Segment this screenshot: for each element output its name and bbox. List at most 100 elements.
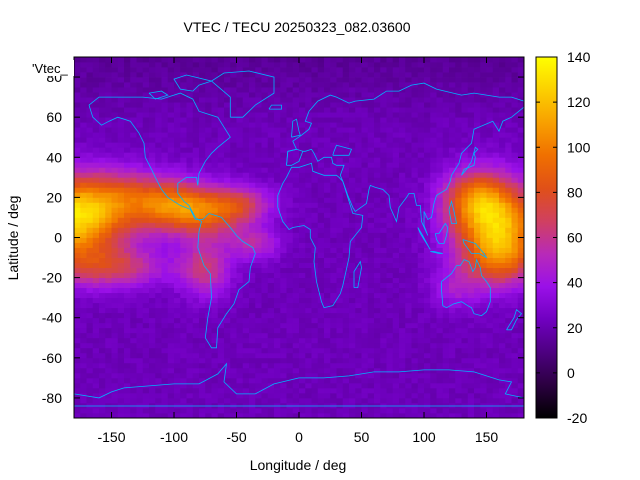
heatmap-cell [399, 92, 406, 98]
heatmap-cell [261, 152, 269, 158]
heatmap-cell [292, 157, 300, 163]
heatmap-cell [167, 62, 175, 68]
heatmap-cell [380, 282, 387, 289]
heatmap-cell [199, 192, 206, 198]
heatmap-cell [405, 67, 412, 73]
heatmap-cell [155, 262, 162, 268]
heatmap-cell [361, 187, 369, 193]
heatmap-cell [280, 282, 287, 289]
heatmap-cell [417, 107, 425, 113]
heatmap-cell [105, 62, 112, 68]
heatmap-cell [324, 202, 331, 208]
heatmap-cell [374, 392, 381, 399]
heatmap-cell [180, 297, 187, 304]
heatmap-cell [261, 352, 269, 359]
heatmap-cell [155, 107, 162, 113]
heatmap-cell [461, 277, 469, 284]
heatmap-cell [142, 147, 150, 153]
heatmap-cell [324, 277, 331, 284]
heatmap-cell [136, 72, 144, 78]
heatmap-cell [455, 247, 462, 253]
heatmap-cell [455, 277, 462, 284]
heatmap-cell [230, 302, 237, 309]
heatmap-cell [292, 227, 300, 233]
heatmap-cell [155, 412, 162, 419]
heatmap-cell [117, 242, 125, 248]
heatmap-cell [449, 407, 456, 414]
heatmap-cell [324, 327, 331, 334]
heatmap-cell [305, 312, 312, 319]
heatmap-cell [424, 167, 431, 173]
heatmap-cell [399, 142, 406, 148]
heatmap-cell [261, 182, 269, 188]
heatmap-cell [311, 82, 319, 88]
heatmap-cell [186, 347, 194, 354]
heatmap-cell [492, 132, 500, 138]
heatmap-cell [161, 267, 169, 273]
heatmap-cell [105, 147, 112, 153]
heatmap-cell [436, 77, 444, 83]
heatmap-cell [330, 257, 337, 263]
heatmap-cell [386, 247, 394, 253]
heatmap-cell [224, 117, 231, 123]
heatmap-cell [367, 247, 375, 253]
heatmap-cell [136, 267, 144, 273]
heatmap-cell [486, 127, 494, 133]
heatmap-cell [380, 122, 387, 128]
heatmap-cell [324, 212, 331, 218]
heatmap-cell [117, 212, 125, 218]
heatmap-cell [161, 332, 169, 339]
heatmap-cell [261, 117, 269, 123]
heatmap-cell [311, 157, 319, 163]
heatmap-cell [149, 302, 156, 309]
heatmap-cell [230, 67, 237, 73]
heatmap-cell [105, 412, 112, 419]
heatmap-cell [317, 392, 325, 399]
heatmap-cell [386, 57, 394, 63]
heatmap-cell [99, 327, 106, 334]
heatmap-cell [292, 267, 300, 273]
heatmap-cell [342, 272, 350, 279]
heatmap-cell [424, 97, 431, 103]
heatmap-cell [236, 92, 244, 98]
heatmap-cell [224, 72, 231, 78]
heatmap-cell [374, 207, 381, 213]
heatmap-cell [236, 127, 244, 133]
heatmap-cell [80, 167, 87, 173]
heatmap-cell [186, 102, 194, 108]
heatmap-cell [180, 372, 187, 379]
heatmap-cell [186, 187, 194, 193]
heatmap-cell [342, 357, 350, 364]
heatmap-cell [417, 302, 425, 309]
heatmap-cell [417, 367, 425, 374]
heatmap-cell [455, 382, 462, 389]
heatmap-cell [449, 262, 456, 268]
heatmap-cell [330, 297, 337, 304]
heatmap-cell [249, 362, 256, 369]
heatmap-cell [117, 277, 125, 284]
heatmap-cell [411, 412, 419, 419]
heatmap-cell [217, 272, 225, 279]
heatmap-cell [205, 217, 212, 223]
heatmap-cell [411, 347, 419, 354]
heatmap-cell [205, 392, 212, 399]
heatmap-cell [499, 322, 506, 329]
heatmap-cell [299, 372, 306, 379]
heatmap-cell [299, 152, 306, 158]
heatmap-cell [117, 377, 125, 384]
heatmap-cell [355, 377, 362, 384]
heatmap-cell [249, 382, 256, 389]
heatmap-cell [467, 392, 475, 399]
heatmap-cell [324, 72, 331, 78]
heatmap-cell [80, 397, 87, 404]
heatmap-cell [136, 407, 144, 414]
heatmap-cell [336, 132, 344, 138]
heatmap-cell [199, 312, 206, 319]
heatmap-cell [386, 267, 394, 273]
heatmap-cell [274, 67, 281, 73]
heatmap-cell [442, 227, 450, 233]
heatmap-cell [92, 247, 100, 253]
heatmap-cell [436, 97, 444, 103]
heatmap-cell [130, 132, 137, 138]
heatmap-cell [186, 322, 194, 329]
